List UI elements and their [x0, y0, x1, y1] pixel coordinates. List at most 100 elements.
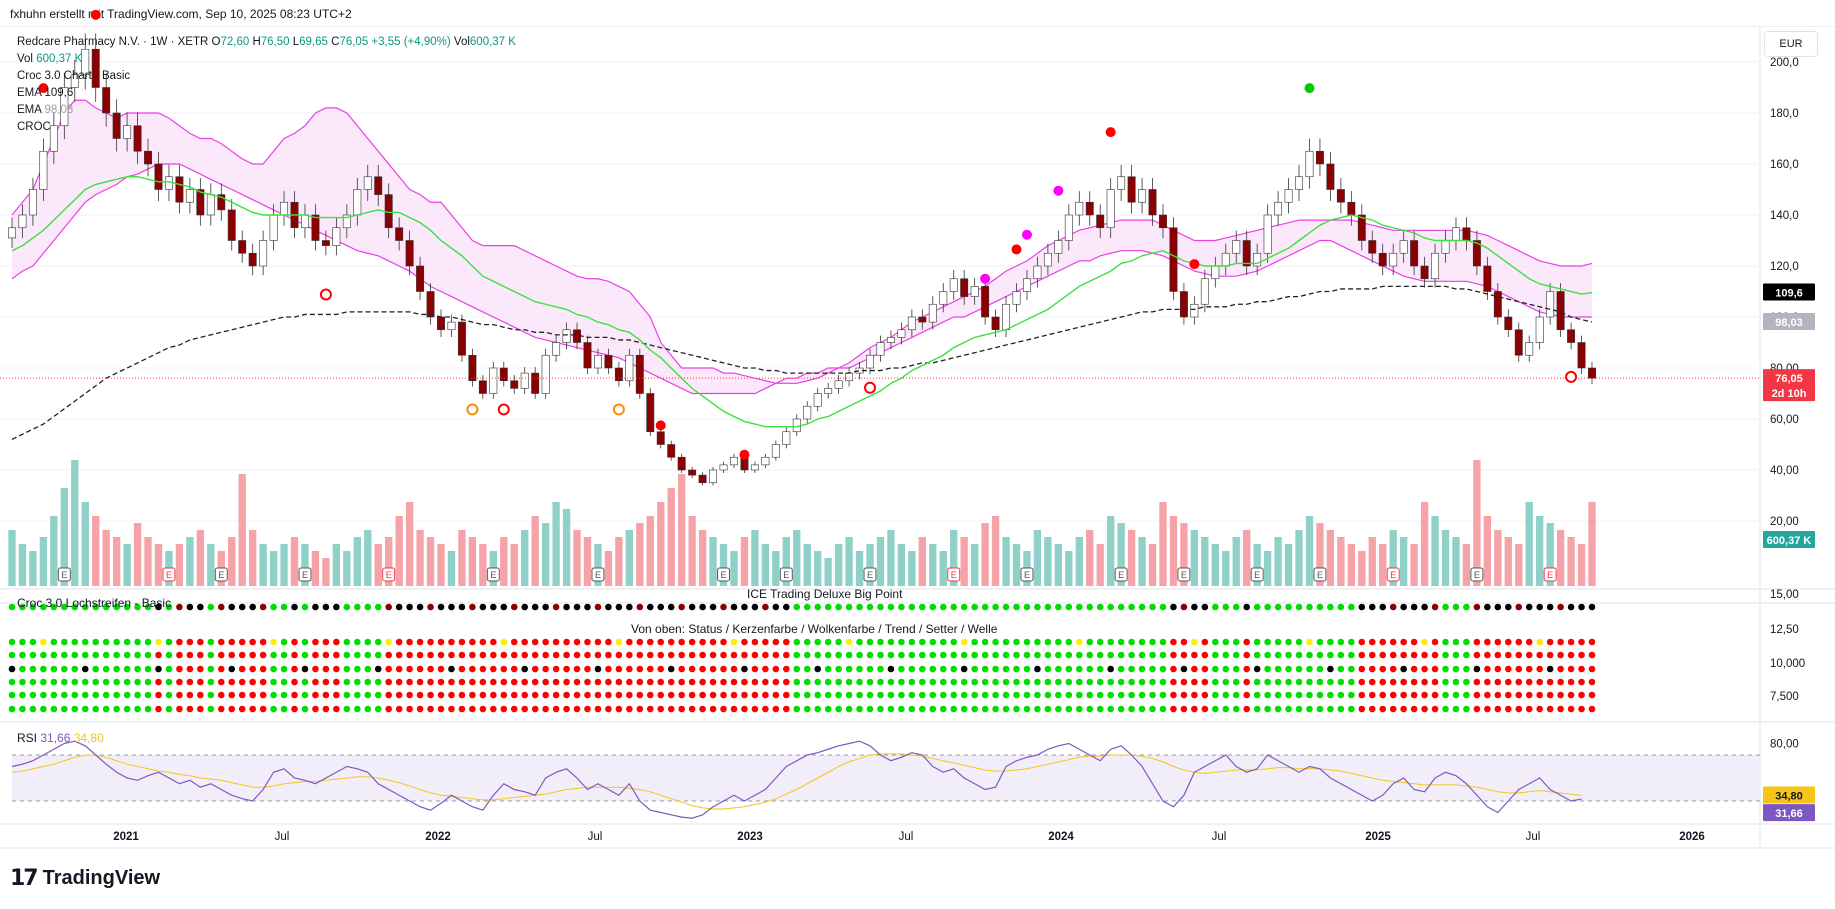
- status-dot: [364, 705, 372, 713]
- status-dot: [1285, 603, 1292, 611]
- status-dot: [1494, 638, 1502, 646]
- status-dot: [238, 705, 246, 713]
- status-dot: [751, 651, 759, 659]
- volume-bar: [1169, 516, 1178, 586]
- status-dot: [1023, 691, 1031, 699]
- status-dot: [1557, 651, 1564, 659]
- status-dot: [123, 603, 131, 611]
- status-dot: [678, 705, 685, 713]
- candle-body: [1483, 265, 1492, 292]
- status-dot: [374, 678, 382, 686]
- status-dot: [1013, 691, 1020, 699]
- status-dot: [762, 678, 769, 686]
- status-dot: [835, 638, 842, 646]
- status-dot: [19, 705, 26, 713]
- status-dot: [835, 665, 842, 673]
- legend-ema2-row[interactable]: EMA 98,03: [17, 104, 74, 116]
- status-dot: [1065, 665, 1073, 673]
- status-dot: [866, 651, 874, 659]
- status-dot: [1243, 638, 1251, 646]
- status-dot: [1484, 691, 1491, 699]
- candle-body: [426, 291, 435, 318]
- status-dot: [416, 705, 424, 713]
- last-price-badge: 76,05: [1775, 373, 1803, 385]
- legend-croc-row[interactable]: Croc 3.0 Chart - Basic: [17, 70, 131, 82]
- status-dot: [626, 705, 633, 713]
- status-dot: [134, 638, 141, 646]
- volume-bar: [1107, 516, 1115, 586]
- candle-body: [1127, 176, 1136, 203]
- status-dot: [1431, 651, 1439, 659]
- status-dot: [688, 691, 696, 699]
- status-dot: [1002, 651, 1010, 659]
- status-dot: [448, 638, 455, 646]
- status-dot: [667, 638, 675, 646]
- volume-bar: [290, 537, 299, 586]
- legend-vol-row[interactable]: Vol 600,37 K: [17, 53, 83, 65]
- status-dot: [981, 638, 989, 646]
- status-dot: [730, 678, 738, 686]
- status-dot: [490, 603, 497, 611]
- status-dot: [61, 603, 68, 611]
- status-dot: [1180, 603, 1188, 611]
- status-dot: [1086, 638, 1094, 646]
- status-dot: [1264, 638, 1271, 646]
- volume-bar: [1075, 537, 1083, 586]
- status-dot: [1389, 705, 1397, 713]
- status-dot: [657, 638, 665, 646]
- status-dot: [1096, 665, 1104, 673]
- status-dot: [1400, 638, 1407, 646]
- status-dot: [385, 638, 392, 646]
- status-dot: [741, 638, 748, 646]
- status-dot: [301, 678, 309, 686]
- status-dot: [845, 651, 853, 659]
- volume-bar: [1201, 537, 1209, 586]
- status-dot: [814, 705, 821, 713]
- symbol-label[interactable]: Redcare Pharmacy N.V. · 1W · XETR: [17, 36, 209, 48]
- status-dot: [1546, 691, 1554, 699]
- status-dot: [270, 691, 277, 699]
- status-dot: [29, 651, 37, 659]
- status-dot: [144, 603, 152, 611]
- status-dot: [521, 603, 529, 611]
- status-dot: [374, 638, 382, 646]
- volume-bar: [1452, 537, 1460, 586]
- status-dot: [280, 651, 288, 659]
- time-tick-label: 2025: [1365, 831, 1391, 843]
- status-dot: [856, 665, 863, 673]
- status-dot: [542, 678, 549, 686]
- time-tick-label: 2024: [1048, 831, 1074, 843]
- earnings-letter: E: [595, 570, 601, 580]
- status-dot: [1285, 691, 1292, 699]
- volume-bar: [1159, 502, 1167, 586]
- candle-body: [1211, 265, 1220, 280]
- candle-body: [1462, 227, 1471, 241]
- status-dot: [803, 665, 811, 673]
- volume-bar: [573, 530, 581, 586]
- status-dot: [102, 603, 110, 611]
- legend-ema1-row[interactable]: EMA 109,6: [17, 87, 74, 99]
- status-dot: [1212, 705, 1219, 713]
- status-dot: [1096, 691, 1104, 699]
- status-dot: [259, 705, 267, 713]
- status-dot: [1138, 691, 1146, 699]
- status-dot: [563, 665, 570, 673]
- candle-body: [656, 431, 665, 445]
- volume-bar: [834, 544, 843, 586]
- signal-dot: [1011, 244, 1022, 255]
- status-dot: [1274, 651, 1282, 659]
- candle-body: [1315, 150, 1324, 165]
- status-dot: [165, 678, 173, 686]
- status-dot: [312, 665, 319, 673]
- status-dot: [688, 638, 696, 646]
- status-dot: [531, 638, 539, 646]
- status-dot: [594, 678, 602, 686]
- status-dot: [29, 603, 37, 611]
- status-dot: [322, 678, 330, 686]
- candle-body: [866, 354, 874, 369]
- status-dot: [605, 603, 612, 611]
- currency-selector[interactable]: EUR: [1764, 31, 1818, 57]
- tradingview-logo[interactable]: 17 TradingView: [10, 866, 161, 891]
- legend-croc-label-row[interactable]: CROC: [17, 121, 51, 133]
